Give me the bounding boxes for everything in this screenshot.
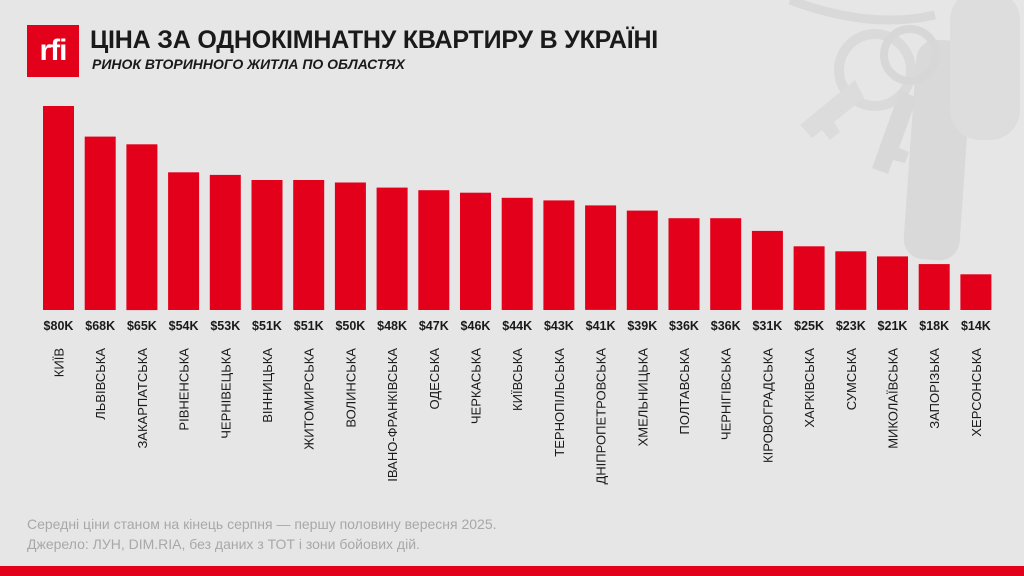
- value-label: $65K: [127, 319, 157, 333]
- value-label: $36K: [669, 319, 699, 333]
- category-label: СУМСЬКА: [844, 348, 859, 411]
- value-label: $68K: [85, 319, 115, 333]
- category-label: ХЕРСОНСЬКА: [969, 348, 984, 437]
- category-label: ЧЕРКАСЬКА: [469, 348, 484, 424]
- value-label: $47K: [419, 319, 449, 333]
- value-label: $18K: [919, 319, 949, 333]
- bar-18: [751, 230, 783, 310]
- bar-14: [585, 205, 617, 310]
- bar-15: [626, 210, 658, 310]
- bar-6: [251, 180, 283, 310]
- category-label: РІВНЕНСЬКА: [177, 348, 192, 431]
- bar-7: [293, 180, 325, 310]
- category-label: ВІННИЦЬКА: [260, 348, 275, 423]
- value-label: $54K: [169, 319, 199, 333]
- value-label: $80K: [44, 319, 74, 333]
- value-label: $39K: [627, 319, 657, 333]
- category-label: ЧЕРНІВЕЦЬКА: [218, 348, 233, 439]
- value-label: $50K: [335, 319, 365, 333]
- category-label: ЗАКАРПАТСЬКА: [135, 348, 150, 449]
- category-label: ВОЛИНСЬКА: [343, 348, 358, 428]
- value-label: $36K: [711, 319, 741, 333]
- category-label: КІРОВОГРАДСЬКА: [760, 348, 775, 463]
- bar-9: [376, 187, 408, 310]
- bar-13: [543, 200, 575, 310]
- category-label: КИЇВ: [52, 348, 67, 377]
- bar-22: [918, 264, 950, 310]
- value-label: $31K: [752, 319, 782, 333]
- value-label: $51K: [294, 319, 324, 333]
- footnote-note: Середні ціни станом на кінець серпня — п…: [27, 516, 497, 532]
- category-label: ТЕРНОПІЛЬСЬКА: [552, 348, 567, 457]
- value-label: $21K: [878, 319, 908, 333]
- category-label: ХМЕЛЬНИЦЬКА: [635, 348, 650, 447]
- value-label: $51K: [252, 319, 282, 333]
- bar-21: [877, 256, 908, 310]
- category-label: ІВАНО-ФРАНКІВСЬКА: [385, 348, 400, 482]
- category-label: МИКОЛАЇВСЬКА: [886, 348, 901, 449]
- bar-5: [209, 174, 241, 310]
- rfi-logo: rfi: [27, 25, 79, 77]
- footnote-source: Джерело: ЛУН, DIM.RIA, без даних з ТОТ і…: [27, 536, 420, 552]
- chart-title: ЦІНА ЗА ОДНОКІМНАТНУ КВАРТИРУ В УКРАЇНІ: [90, 26, 659, 54]
- category-label: ЖИТОМИРСЬКА: [302, 348, 317, 450]
- bar-19: [793, 246, 825, 310]
- bar-1: [43, 106, 74, 310]
- category-label: ОДЕСЬКА: [427, 348, 442, 410]
- category-label: ДНІПРОПЕТРОВСЬКА: [594, 348, 609, 485]
- value-label: $44K: [502, 319, 532, 333]
- value-label: $23K: [836, 319, 866, 333]
- value-label: $48K: [377, 319, 407, 333]
- value-label: $14K: [961, 319, 991, 333]
- bar-2: [84, 136, 116, 310]
- chart-subtitle: РИНОК ВТОРИННОГО ЖИТЛА ПО ОБЛАСТЯХ: [92, 56, 405, 72]
- bar-10: [418, 190, 450, 310]
- bar-17: [710, 218, 742, 310]
- keys-illustration: [788, 0, 1020, 261]
- bar-4: [168, 172, 200, 310]
- bar-12: [501, 197, 533, 310]
- bar-chart: $80K КИЇВ $68K ЛЬВІВСЬКА $65K ЗАКАРПАТСЬКА $54…: [43, 106, 992, 485]
- category-label: ХАРКІВСЬКА: [802, 348, 817, 428]
- value-label: $41K: [586, 319, 616, 333]
- value-label: $25K: [794, 319, 824, 333]
- category-label: ЧЕРНІГІВСЬКА: [719, 348, 734, 440]
- bar-8: [334, 182, 366, 310]
- bottom-accent-bar: [0, 566, 1024, 576]
- bar-16: [668, 218, 700, 310]
- category-label: ПОЛТАВСЬКА: [677, 348, 692, 435]
- bar-20: [835, 251, 867, 310]
- category-label: ЗАПОРІЗЬКА: [927, 348, 942, 429]
- value-label: $43K: [544, 319, 574, 333]
- bar-11: [460, 192, 491, 310]
- bar-3: [126, 144, 158, 311]
- value-label: $46K: [461, 319, 491, 333]
- bar-23: [960, 274, 992, 310]
- value-label: $53K: [210, 319, 240, 333]
- category-label: КИЇВСЬКА: [510, 348, 525, 411]
- category-label: ЛЬВІВСЬКА: [93, 348, 108, 420]
